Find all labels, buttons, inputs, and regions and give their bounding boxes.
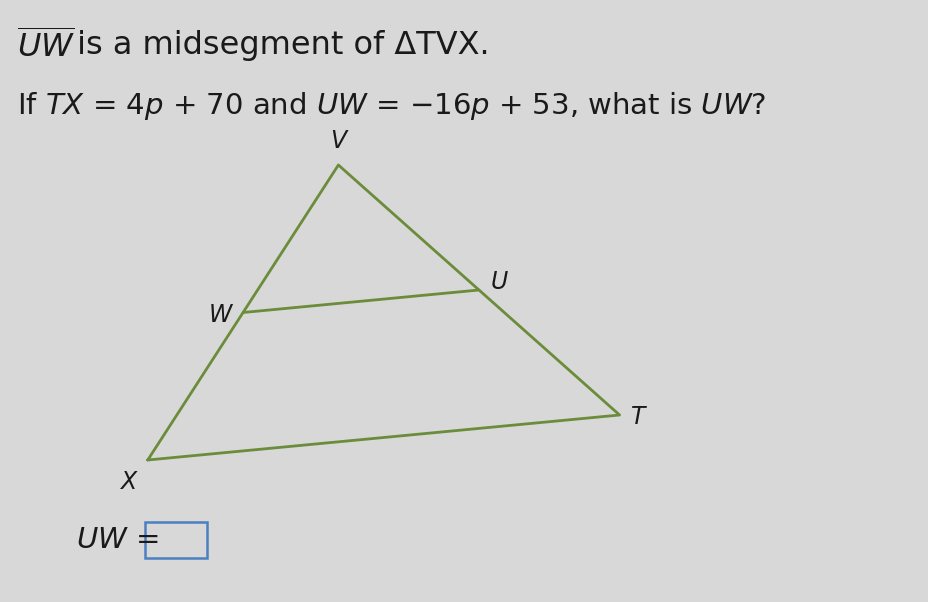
- Bar: [145, 522, 207, 558]
- Text: W: W: [208, 302, 231, 326]
- Text: is a midsegment of Δ​TVX.: is a midsegment of Δ​TVX.: [67, 30, 489, 61]
- Text: U: U: [490, 270, 507, 294]
- Text: T: T: [630, 405, 645, 429]
- Text: V: V: [330, 129, 346, 153]
- Text: X: X: [120, 470, 136, 494]
- Text: $UW$ =: $UW$ =: [76, 526, 159, 554]
- Text: $\overline{UW}$: $\overline{UW}$: [17, 30, 75, 65]
- Text: If $TX$ = 4$p$ + 70 and $UW$ = −16$p$ + 53, what is $UW$?: If $TX$ = 4$p$ + 70 and $UW$ = −16$p$ + …: [17, 90, 766, 122]
